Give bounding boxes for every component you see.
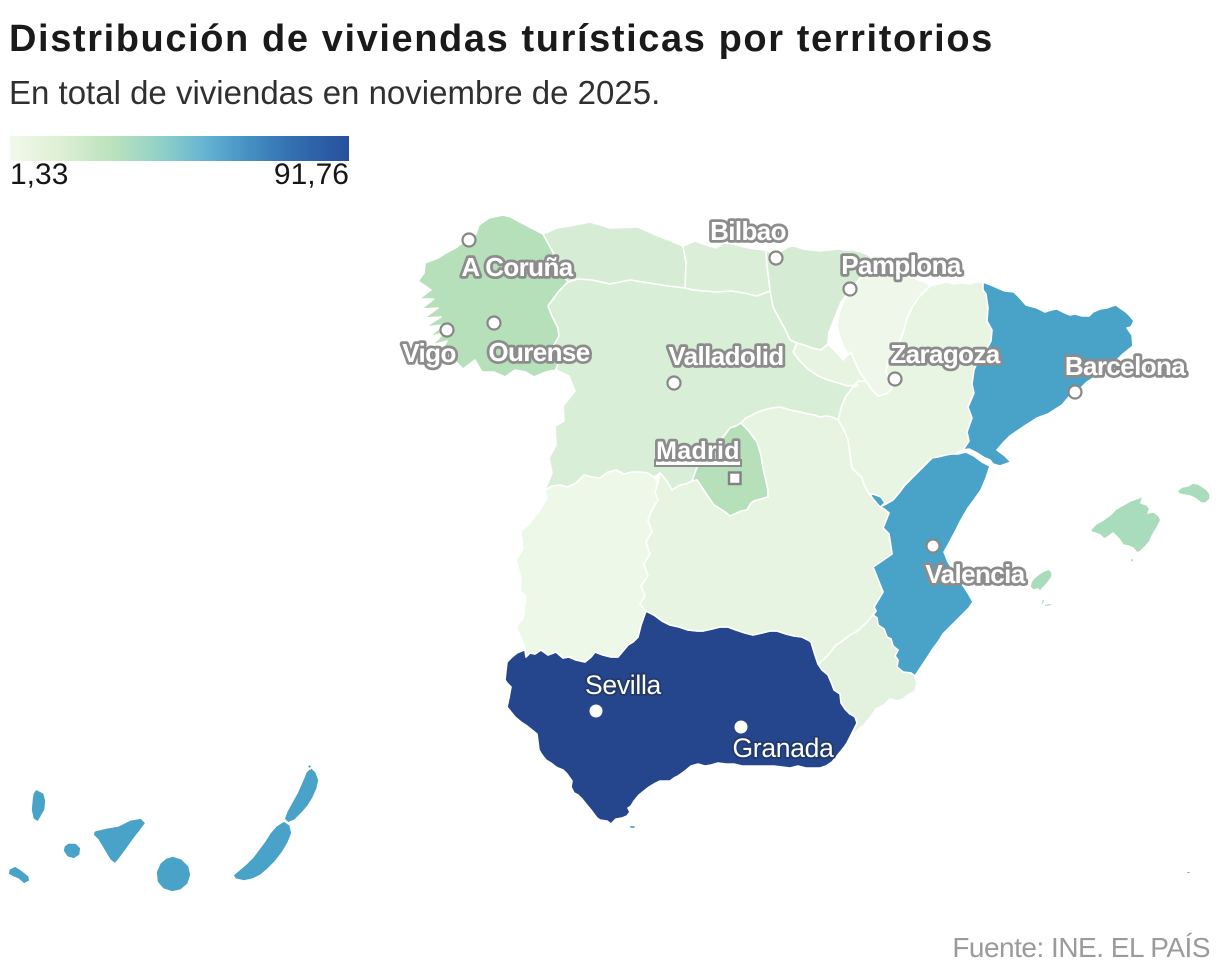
svg-text:Sevilla: Sevilla — [585, 670, 662, 700]
svg-text:Valencia: Valencia — [925, 559, 1025, 589]
svg-text:Zaragoza: Zaragoza — [890, 339, 1000, 369]
svg-text:Bilbao: Bilbao — [710, 216, 786, 246]
svg-text:Madrid: Madrid — [656, 437, 740, 465]
svg-text:Pamplona: Pamplona — [841, 250, 962, 280]
svg-text:Granada: Granada — [732, 733, 834, 763]
svg-text:Valladolid: Valladolid — [668, 341, 783, 371]
svg-text:Ourense: Ourense — [488, 337, 589, 367]
svg-text:Vigo: Vigo — [402, 338, 455, 368]
svg-text:A Coruña: A Coruña — [461, 252, 573, 282]
svg-text:Barcelona: Barcelona — [1065, 351, 1186, 381]
